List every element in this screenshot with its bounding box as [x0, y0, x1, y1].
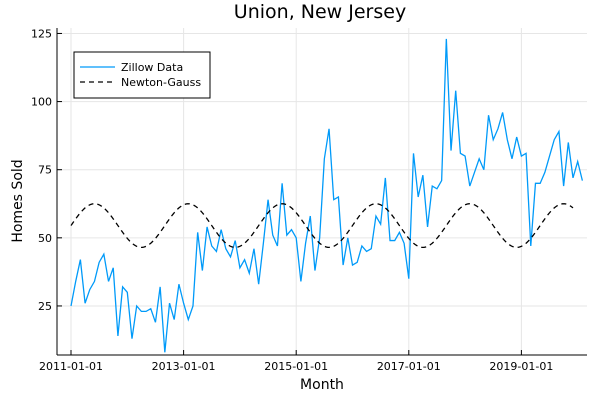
series-line-newton-gauss [70, 203, 574, 249]
legend-label: Zillow Data [121, 61, 183, 74]
series-line-zillow-data [70, 38, 584, 353]
y-tick-label: 75 [38, 164, 52, 177]
y-axis-label: Homes Sold [10, 159, 26, 242]
y-tick-label: 100 [31, 96, 52, 109]
legend: Zillow Data Newton-Gauss [73, 51, 211, 99]
x-tick-label: 2019-01-01 [489, 360, 553, 373]
ticks: 25 50 75 100 125 2011-01-01 2013-01-01 2015-01-… [31, 27, 553, 373]
x-tick-label: 2013-01-01 [152, 360, 216, 373]
legend-box [73, 51, 211, 99]
y-tick-label: 125 [31, 27, 52, 40]
series-layer [70, 38, 584, 353]
chart-title: Union, New Jersey [234, 1, 406, 23]
x-tick-label: 2015-01-01 [264, 360, 328, 373]
x-tick-label: 2011-01-01 [39, 360, 103, 373]
y-tick-label: 50 [38, 232, 52, 245]
x-tick-label: 2017-01-01 [377, 360, 441, 373]
y-tick-label: 25 [38, 300, 52, 313]
legend-label: Newton-Gauss [121, 76, 201, 89]
grid [57, 28, 587, 355]
plot-frame [56, 28, 587, 356]
x-axis-label: Month [300, 377, 344, 393]
